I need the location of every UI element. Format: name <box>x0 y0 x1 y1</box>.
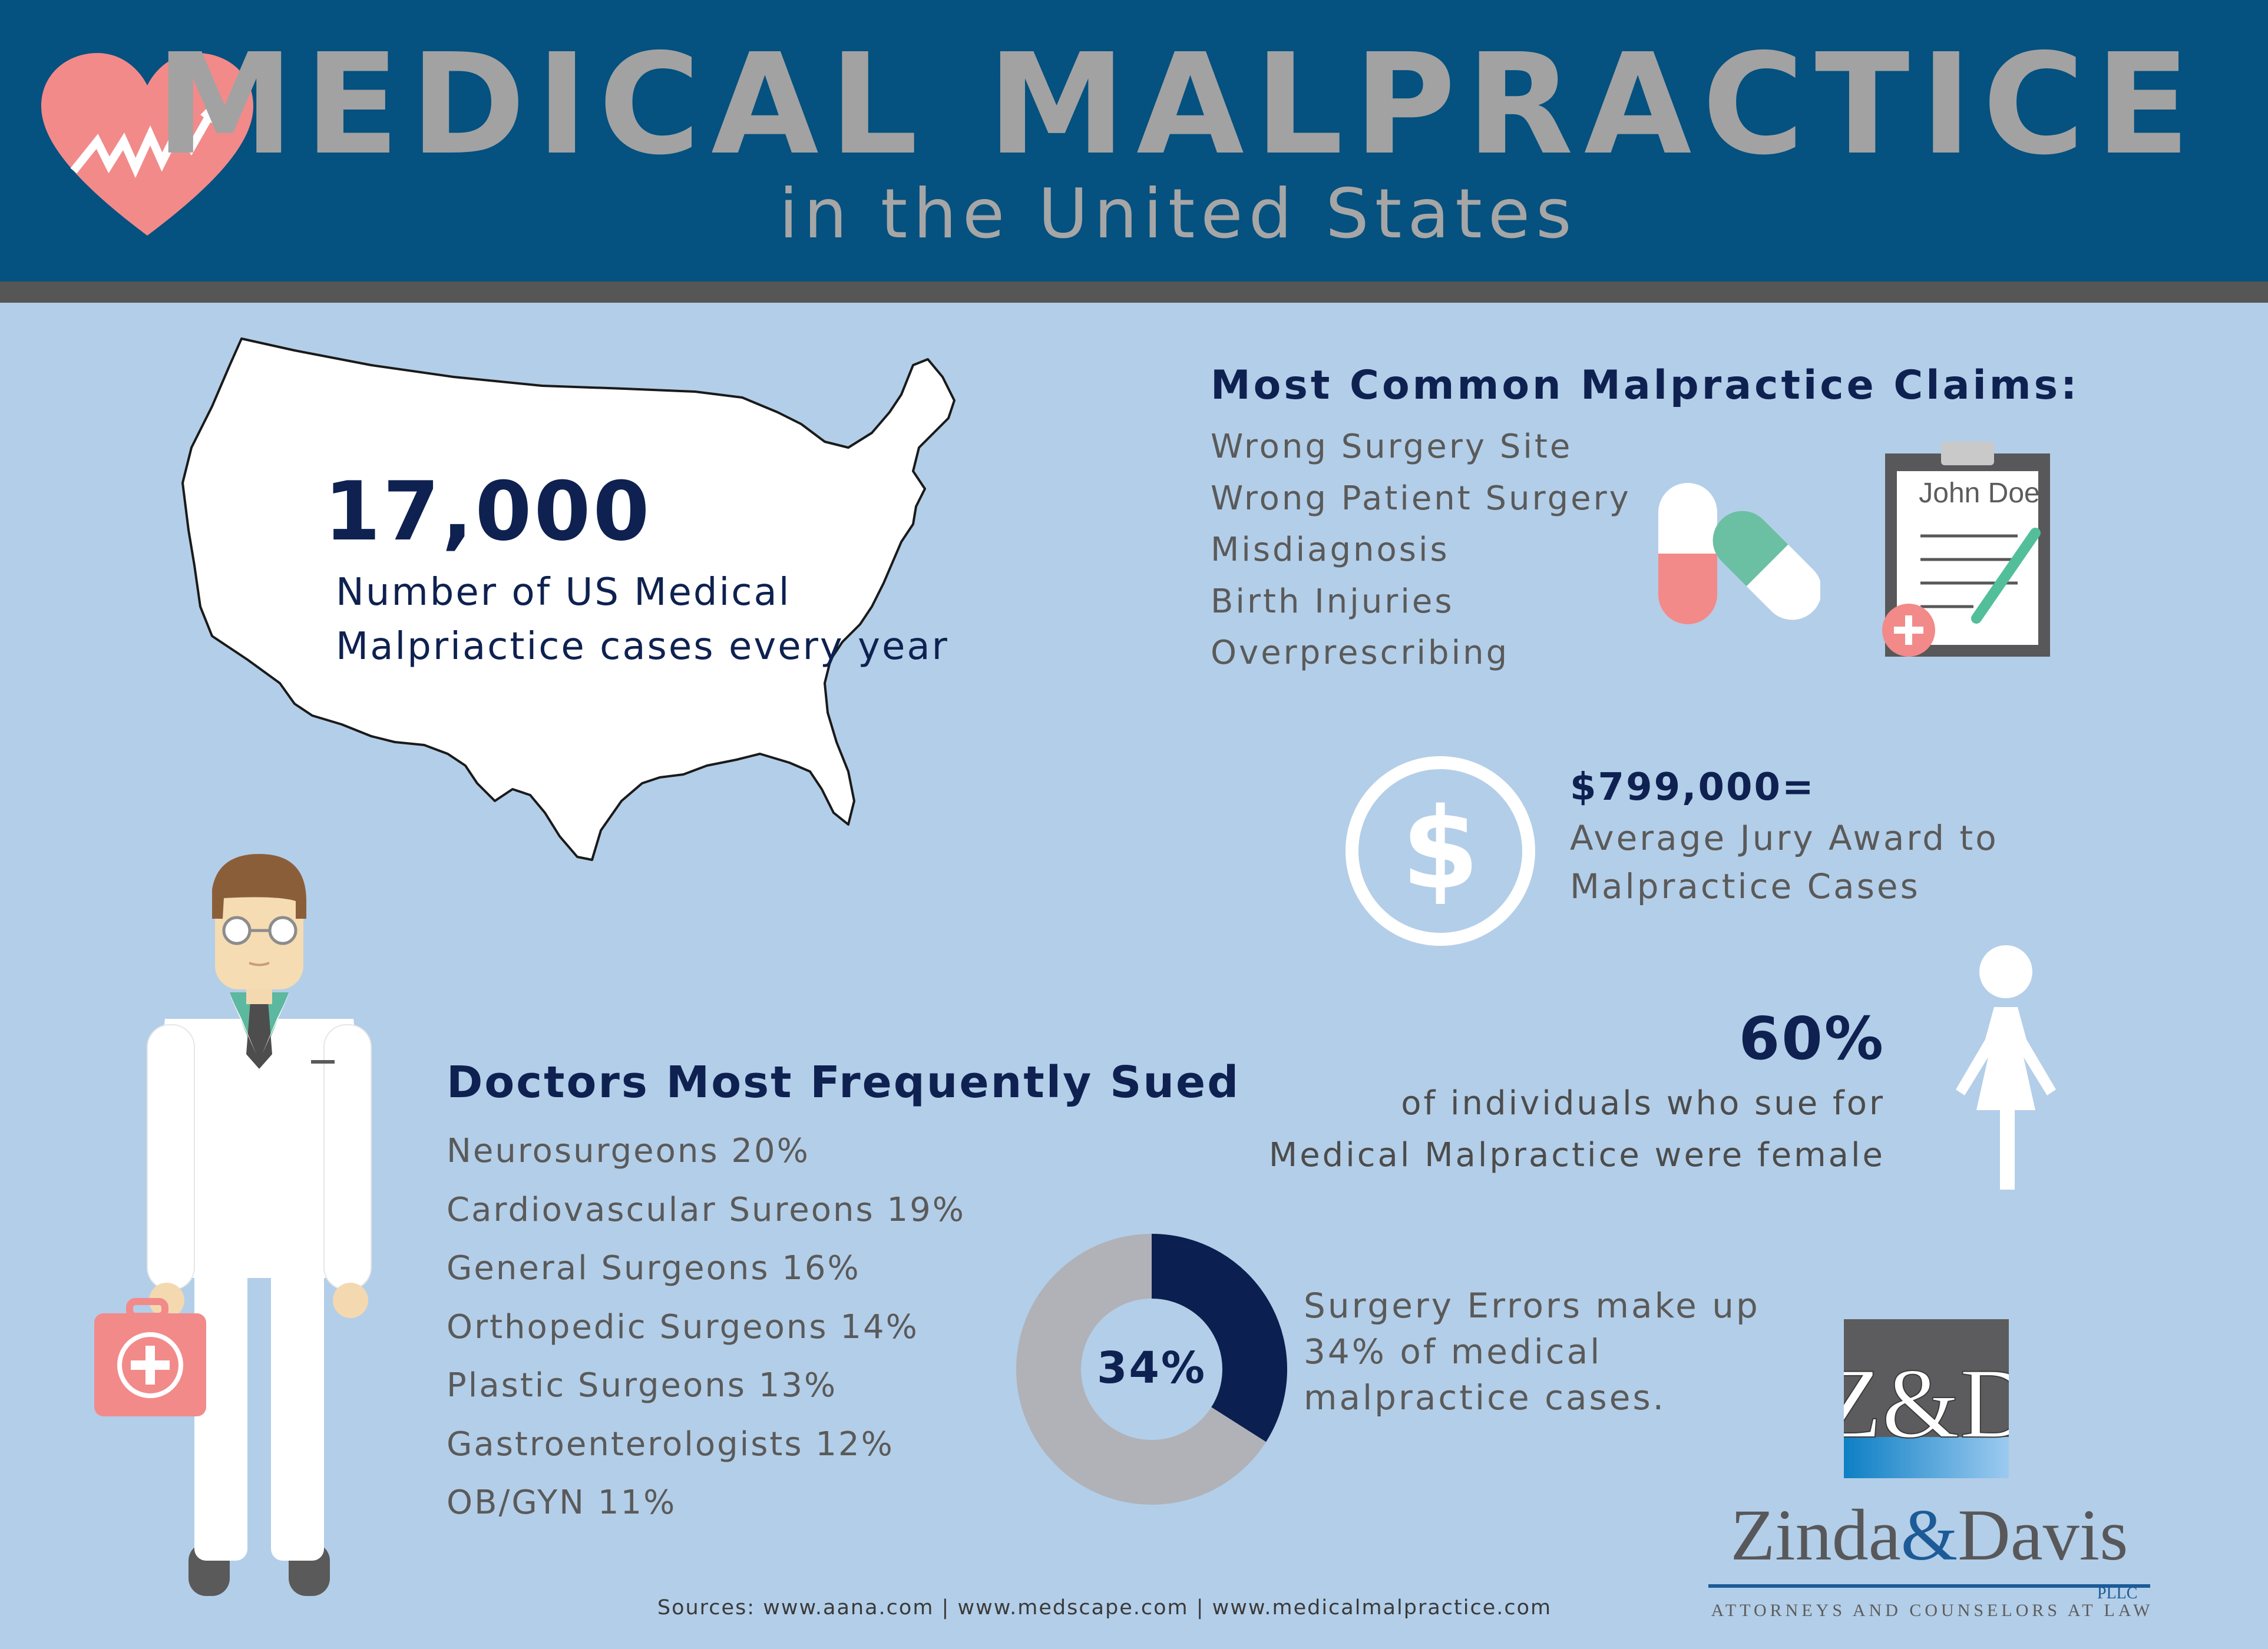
svg-text:Z&D: Z&D <box>1844 1348 2009 1459</box>
list-item: Wrong Surgery Site <box>1211 428 1573 466</box>
us-map-icon <box>181 337 956 861</box>
firm-divider <box>1708 1584 2150 1588</box>
surgery-errors-label: Surgery Errors make up 34% of medical ma… <box>1304 1286 1760 1418</box>
list-item: Misdiagnosis <box>1211 531 1450 569</box>
sued-heading: Doctors Most Frequently Sued <box>447 1057 1241 1108</box>
list-item: General Surgeons 16% <box>447 1249 861 1287</box>
clipboard-icon <box>1882 442 2050 657</box>
claims-heading: Most Common Malpractice Claims: <box>1211 362 2080 409</box>
firm-name-left: Zinda <box>1730 1495 1901 1575</box>
surgery-donut-chart <box>1016 1234 1287 1505</box>
header-divider <box>0 282 2268 303</box>
female-stat-label: of individuals who sue for Medical Malpr… <box>1178 1078 1885 1181</box>
clipboard-name: John Doe <box>1919 478 2040 509</box>
female-stat-value: 60% <box>1738 1004 1885 1073</box>
sued-list: Neurosurgeons 20% Cardiovascular Sureons… <box>447 1122 966 1532</box>
list-item: Plastic Surgeons 13% <box>447 1366 838 1405</box>
donut-highlight-slice <box>1150 1234 1287 1442</box>
doctor-illustration <box>94 854 372 1596</box>
woman-icon <box>1956 945 2056 1190</box>
header-banner <box>0 0 2268 282</box>
firm-name: Zinda&Davis <box>1708 1499 2150 1572</box>
list-item: Birth Injuries <box>1211 582 1454 621</box>
list-item: Gastroenterologists 12% <box>447 1425 894 1463</box>
award-value: $799,000= <box>1570 766 1816 809</box>
cases-stat-label: Number of US Medical Malpriactice cases … <box>336 571 949 668</box>
capsule-pill-icon <box>1658 483 1820 624</box>
list-item: Overprescribing <box>1211 634 1510 672</box>
firm-name-right: Davis <box>1958 1495 2128 1575</box>
svg-text:$: $ <box>1401 784 1479 914</box>
list-item: Wrong Patient Surgery <box>1211 479 1631 518</box>
page-title: MEDICAL MALPRACTICE <box>156 24 2201 186</box>
firm-name-amp: & <box>1900 1495 1958 1575</box>
heartbeat-heart-icon <box>41 53 253 236</box>
firm-tagline: ATTORNEYS AND COUNSELORS AT LAW <box>1711 1601 2154 1620</box>
list-item: Neurosurgeons 20% <box>447 1132 810 1170</box>
award-label: Average Jury Award to Malpractice Cases <box>1570 818 1999 906</box>
female-stat-line1: of individuals who sue for <box>1401 1084 1885 1122</box>
cases-stat-value: 17,000 <box>324 464 652 559</box>
sources-footer: Sources: www.aana.com | www.medscape.com… <box>657 1596 1552 1620</box>
page-subtitle: in the United States <box>779 174 1578 254</box>
donut-percent-label: 34% <box>1096 1343 1207 1393</box>
claims-list: Wrong Surgery Site Wrong Patient Surgery… <box>1211 421 1631 679</box>
list-item: OB/GYN 11% <box>447 1484 677 1522</box>
list-item: Orthopedic Surgeons 14% <box>447 1307 919 1346</box>
list-item: Cardiovascular Sureons 19% <box>447 1190 966 1229</box>
dollar-coin-icon: $ <box>1345 756 1535 946</box>
firm-pllc: PLLC <box>2097 1584 2138 1602</box>
female-stat-line2: Medical Malpractice were female <box>1268 1136 1885 1174</box>
zd-logo-mark: Z&D <box>1844 1319 2009 1478</box>
